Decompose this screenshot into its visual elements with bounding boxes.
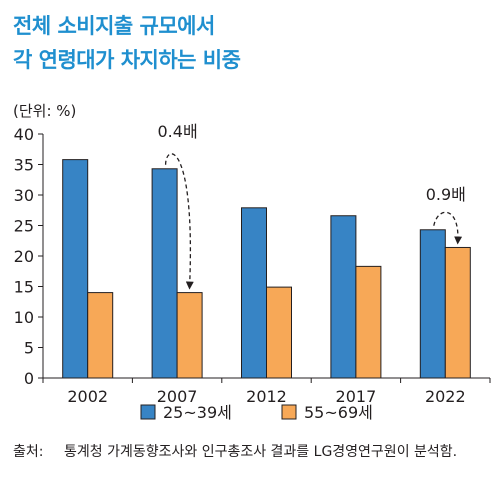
- legend-swatch-series2: [281, 404, 297, 420]
- legend-label: 25~39세: [163, 403, 232, 422]
- source-note: 출처: 통계청 가계동향조사와 인구총조사 결과를 LG경영연구원이 분석함.: [13, 442, 491, 462]
- annotation-label: 0.4배: [158, 122, 198, 141]
- y-tick-label: 30: [14, 186, 34, 205]
- bar-series2-2007: [176, 292, 203, 379]
- source-text: 통계청 가계동향조사와 인구총조사 결과를 LG경영연구원이 분석함.: [64, 444, 458, 460]
- x-tick-label: 2002: [67, 387, 108, 406]
- bar-series1-2007: [151, 168, 178, 379]
- y-tick-label: 35: [14, 156, 34, 175]
- legend-label: 55~69세: [304, 403, 373, 422]
- legend-swatch-series1: [140, 404, 156, 420]
- chart-title-line-1: 전체 소비지출 규모에서: [13, 14, 215, 38]
- bar-series2-2002: [87, 292, 114, 379]
- y-tick-label: 0: [24, 369, 34, 388]
- y-tick-label: 20: [14, 247, 34, 266]
- bar-series2-2017: [355, 265, 382, 379]
- y-tick-label: 25: [14, 217, 34, 236]
- bar-series1-2017: [330, 215, 357, 379]
- x-tick-label: 2012: [246, 387, 287, 406]
- bar-chart: (단위: %) 0 5 10 15 20 25 30 35 40 2002 2007 2012 201…: [13, 102, 491, 422]
- unit-label: (단위: %): [13, 102, 76, 120]
- x-tick-label: 2017: [336, 387, 377, 406]
- y-tick-label: 15: [14, 278, 34, 297]
- bar-series1-2012: [241, 207, 267, 379]
- annotation-arrow: [433, 211, 463, 245]
- x-tick-label: 2022: [425, 387, 466, 406]
- bar-series2-2012: [266, 286, 292, 379]
- bar-series2-2022: [444, 246, 471, 379]
- annotation-label: 0.9배: [426, 185, 466, 204]
- y-tick-label: 5: [24, 339, 34, 358]
- y-tick-label: 40: [14, 125, 34, 144]
- chart-title-line-2: 각 연령대가 차지하는 비중: [13, 48, 241, 72]
- bar-series1-2002: [62, 159, 89, 379]
- source-label: 출처:: [13, 444, 44, 460]
- bar-series1-2022: [419, 229, 446, 379]
- y-tick-label: 10: [14, 308, 34, 327]
- x-tick-label: 2007: [157, 387, 198, 406]
